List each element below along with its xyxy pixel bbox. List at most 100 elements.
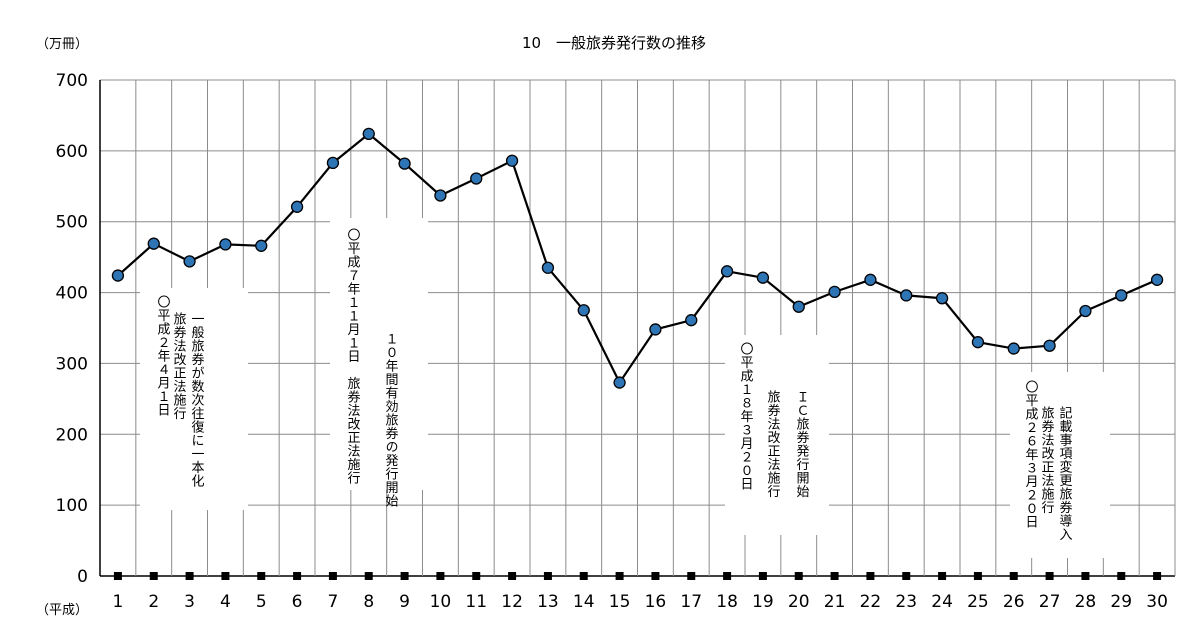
data-point: [541, 261, 555, 274]
baseline-marker: [579, 572, 588, 580]
annotation-line: 旅券法改正法施行: [1039, 406, 1055, 515]
baseline-marker: [830, 572, 839, 580]
x-tick-label: 30: [1146, 592, 1168, 612]
baseline-marker: [221, 572, 230, 580]
data-point: [1115, 289, 1128, 302]
x-axis-ticks: 1 2 3 4 5 6 7 8 9 10 11 12 13 14 15 16 17 18 19 20 21 22 23 24 2…: [113, 592, 1168, 612]
y-axis-unit: （万冊）: [36, 37, 88, 52]
y-tick-label: 200: [56, 425, 88, 445]
annotation-line: ＩＣ旅券発行開始: [794, 390, 810, 498]
x-tick-label: 24: [931, 592, 953, 612]
baseline-marker: [1153, 572, 1162, 580]
x-tick-label: 25: [967, 592, 989, 612]
x-tick-label: 15: [609, 592, 631, 612]
annotation-line: 旅券法改正法施行: [765, 390, 781, 499]
annotation-h26: 〇平成２６年３月２０日 旅券法改正法施行 記載事項変更旅券導入: [1010, 372, 1110, 558]
y-tick-label: 700: [56, 71, 88, 91]
y-tick-label: 400: [56, 284, 88, 304]
baseline-marker: [364, 572, 373, 580]
x-tick-label: 12: [501, 592, 523, 612]
baseline-marker: [758, 572, 767, 580]
data-point: [685, 314, 698, 327]
x-tick-label: 26: [1003, 592, 1025, 612]
annotation-line: １０年間有効旅券の発行開始: [383, 332, 399, 508]
annotation-line: 一般旅券が数次往復に一本化: [189, 312, 205, 488]
annotation-line: 〇平成７年１１月１日 旅券法改正法施行: [345, 228, 361, 485]
annotation-line: 記載事項変更旅券導入: [1057, 405, 1073, 541]
baseline-marker: [687, 572, 696, 580]
x-axis-unit: （平成）: [36, 603, 88, 618]
baseline-marker: [508, 572, 517, 580]
baseline-marker: [938, 572, 947, 580]
baseline-marker: [257, 572, 266, 580]
baseline-marker: [1081, 572, 1090, 580]
x-tick-label: 14: [573, 592, 595, 612]
y-axis-ticks: 0 100 200 300 400 500 600 700: [56, 71, 88, 587]
x-tick-label: 28: [1075, 592, 1097, 612]
data-point: [900, 289, 913, 302]
data-point: [183, 255, 196, 268]
baseline-marker: [973, 572, 982, 580]
x-tick-label: 20: [788, 592, 810, 612]
baseline-marker: [185, 572, 194, 580]
x-tick-label: 27: [1039, 592, 1061, 612]
baseline-marker: [113, 572, 122, 580]
data-point: [398, 157, 411, 170]
annotation-backdrop: [725, 335, 829, 535]
data-point: [1079, 304, 1092, 318]
data-point: [1150, 273, 1164, 286]
baseline-marker: [615, 572, 624, 580]
baseline-marker: [1045, 572, 1054, 580]
data-point: [649, 323, 662, 336]
data-point: [290, 200, 304, 213]
annotations: 〇平成２年４月１日 旅券法改正法施行 一般旅券が数次往復に一本化 〇平成７年１１月１日…: [140, 218, 1110, 558]
baseline-marker: [723, 572, 732, 580]
data-point: [577, 304, 590, 317]
x-tick-label: 4: [220, 592, 231, 612]
y-tick-label: 100: [56, 496, 88, 516]
baseline-marker: [293, 572, 302, 580]
baseline-marker: [866, 572, 875, 580]
y-tick-label: 500: [56, 213, 88, 233]
x-tick-label: 17: [680, 592, 702, 612]
x-tick-label: 7: [328, 592, 339, 612]
annotation-line: 旅券法改正法施行: [171, 312, 187, 421]
data-point: [326, 156, 340, 170]
annotation-h18: 〇平成１８年３月２０日 旅券法改正法施行 ＩＣ旅券発行開始: [725, 335, 829, 535]
baseline-marker: [436, 572, 445, 580]
x-tick-label: 18: [716, 592, 738, 612]
data-point: [828, 285, 841, 299]
baseline-marker: [472, 572, 481, 580]
x-tick-label: 8: [363, 592, 374, 612]
x-tick-label: 5: [256, 592, 267, 612]
x-tick-label: 11: [465, 592, 487, 612]
annotation-line: 〇平成２年４月１日: [155, 295, 171, 417]
annotation-backdrop: [140, 288, 248, 510]
data-point: [971, 336, 985, 349]
data-point: [613, 376, 626, 389]
data-point: [362, 127, 375, 141]
annotation-backdrop: [1010, 372, 1110, 558]
x-tick-label: 13: [537, 592, 559, 612]
data-point: [792, 300, 805, 313]
data-point: [1043, 339, 1056, 352]
x-tick-label: 2: [148, 592, 159, 612]
data-point: [505, 154, 519, 167]
data-points: [111, 127, 1164, 389]
baseline-marker: [328, 572, 337, 580]
baseline-marker: [149, 572, 158, 580]
x-tick-label: 9: [399, 592, 410, 612]
x-tick-label: 19: [752, 592, 774, 612]
annotation-backdrop: [330, 218, 428, 490]
y-tick-label: 300: [56, 354, 88, 374]
data-point: [111, 269, 125, 282]
y-tick-label: 600: [56, 142, 88, 162]
data-point: [756, 271, 770, 284]
annotation-h7: 〇平成７年１１月１日 旅券法改正法施行 １０年間有効旅券の発行開始: [330, 218, 428, 508]
baseline-marker: [794, 572, 803, 580]
x-tick-label: 3: [184, 592, 195, 612]
x-tick-label: 6: [292, 592, 303, 612]
x-tick-label: 29: [1110, 592, 1132, 612]
y-tick-label: 0: [77, 567, 88, 587]
